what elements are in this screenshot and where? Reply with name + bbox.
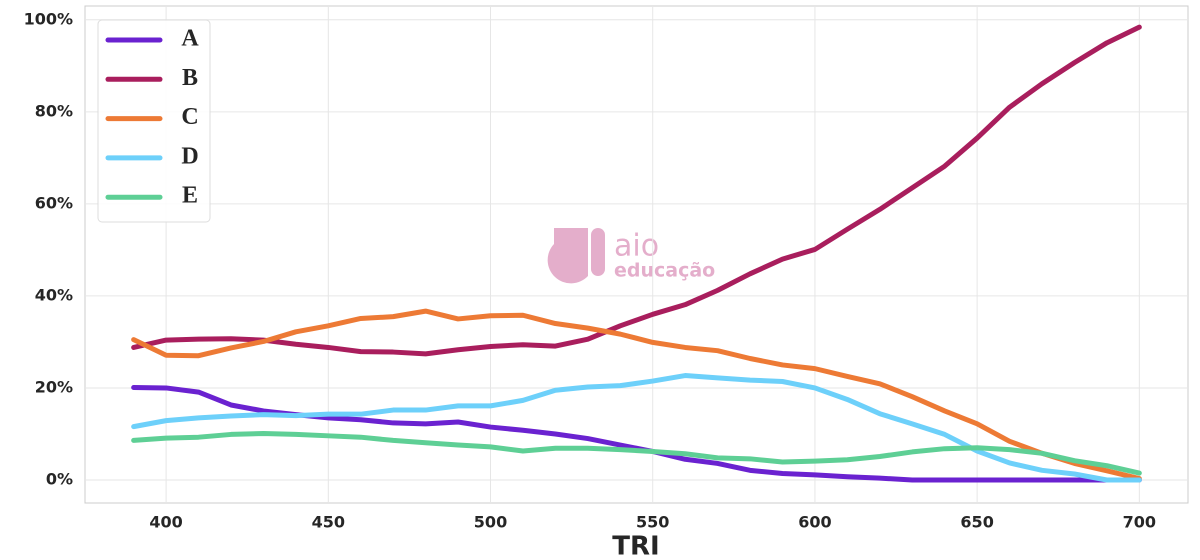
y-tick-label: 40%	[35, 285, 73, 304]
legend-label: B	[182, 65, 198, 91]
x-axis-label: TRI	[612, 532, 659, 560]
watermark: aio educação	[547, 228, 715, 284]
legend-label: D	[181, 143, 198, 169]
legend-label: A	[181, 26, 199, 52]
x-tick-label: 500	[474, 513, 507, 532]
series-line	[131, 431, 1142, 476]
x-tick-label: 650	[960, 513, 993, 532]
legend-label: E	[182, 183, 198, 209]
watermark-text: aio	[614, 229, 659, 264]
series-line	[131, 24, 1142, 357]
plot-area	[84, 5, 1189, 504]
y-tick-label: 0%	[46, 469, 73, 488]
y-tick-label: 60%	[35, 193, 73, 212]
logo-arc	[547, 244, 588, 284]
logo-block	[554, 228, 588, 248]
x-tick-label: 450	[312, 513, 345, 532]
y-tick-label: 80%	[35, 101, 73, 120]
x-tick-label: 700	[1123, 513, 1156, 532]
series-line	[131, 308, 1142, 482]
x-tick-label: 550	[636, 513, 669, 532]
x-tick-label: 400	[149, 513, 182, 532]
logo-bar	[591, 228, 605, 276]
legend-label: C	[181, 104, 198, 130]
lines	[131, 24, 1142, 483]
watermark-subtext: educação	[614, 260, 715, 282]
x-tick-label: 600	[798, 513, 831, 532]
y-tick-label: 100%	[24, 9, 73, 28]
y-tick-label: 20%	[35, 377, 73, 396]
